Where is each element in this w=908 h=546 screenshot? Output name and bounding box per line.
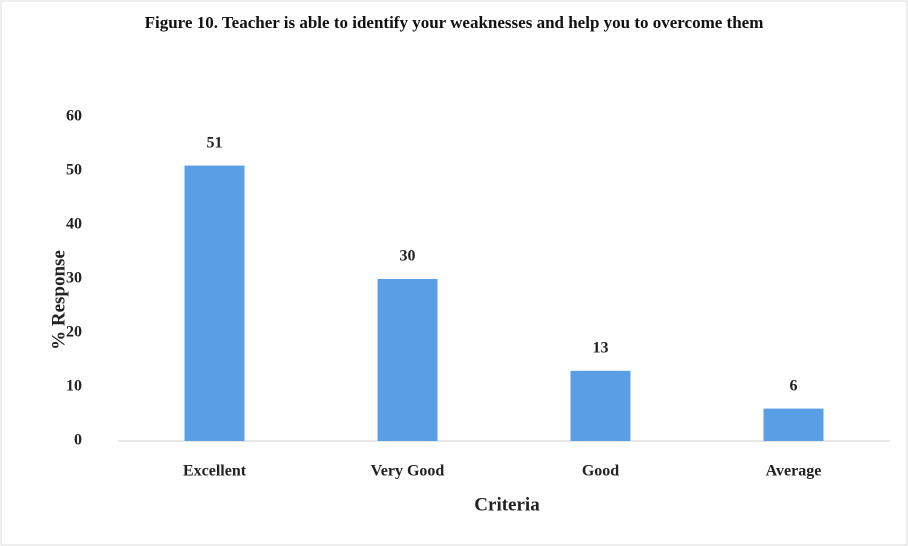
x-tick-label: Very Good [371,463,445,480]
x-tick-label: Average [766,463,822,480]
value-label: 51 [207,134,223,151]
value-label: 13 [593,339,609,356]
x-tick-label: Good [582,463,619,480]
bar [570,370,631,441]
y-tick-label: 60 [66,108,82,125]
bar [763,408,824,441]
x-tick-label: Excellent [183,463,247,480]
value-label: 6 [790,377,798,394]
chart-title: Figure 10. Teacher is able to identify y… [144,13,764,32]
y-tick-label: 40 [66,216,82,233]
bar [184,165,245,441]
y-tick-label: 20 [66,324,82,341]
y-tick-label: 50 [66,162,82,179]
y-axis-title: % Response [48,250,69,350]
y-tick-label: 10 [66,378,82,395]
y-tick-label: 30 [66,270,82,287]
x-axis-title: Criteria [474,494,540,515]
y-tick-label: 0 [74,432,82,449]
bar [377,279,438,441]
value-label: 30 [400,248,416,265]
